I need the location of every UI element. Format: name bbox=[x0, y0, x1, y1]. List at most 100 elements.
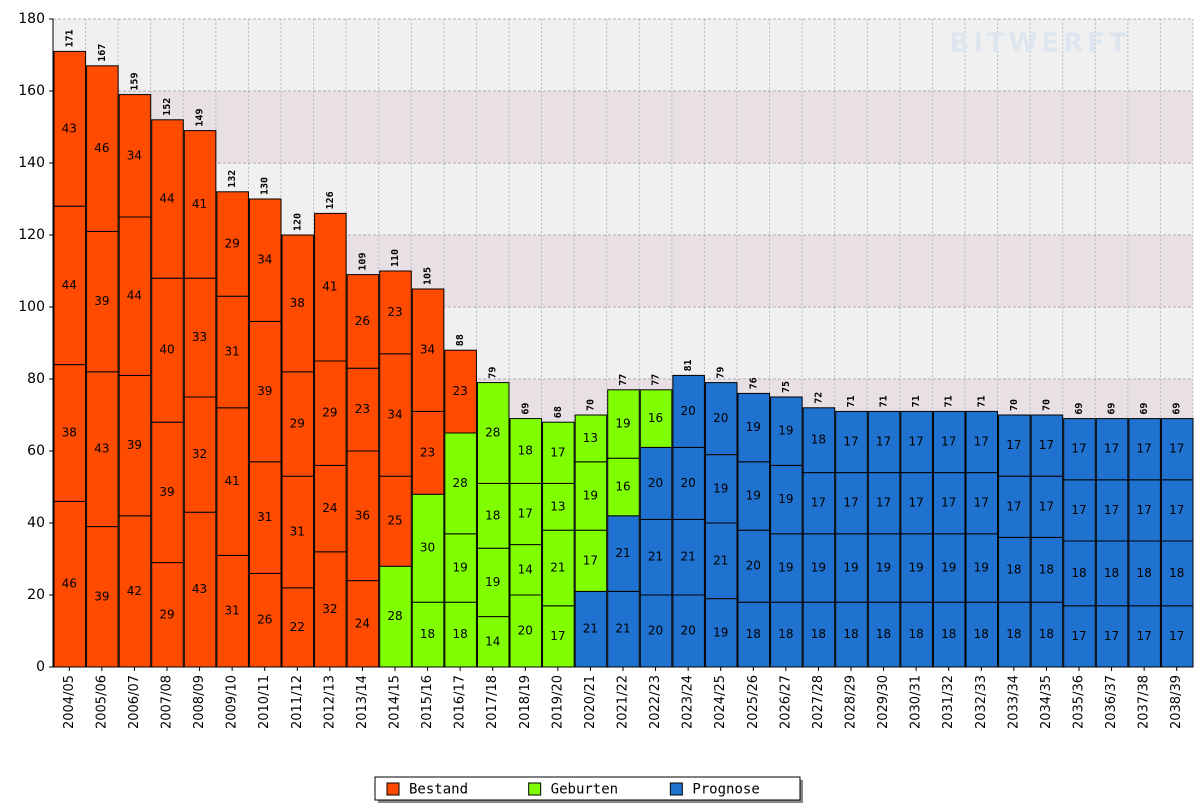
segment-label: 23 bbox=[387, 305, 402, 319]
segment-label: 21 bbox=[550, 561, 565, 575]
segment-label: 28 bbox=[453, 476, 468, 490]
legend-swatch bbox=[386, 782, 400, 796]
total-label: 81 bbox=[683, 359, 694, 371]
segment-label: 41 bbox=[225, 474, 240, 488]
segment-label: 20 bbox=[681, 624, 696, 638]
bar-segment bbox=[932, 472, 966, 535]
segment-label: 31 bbox=[257, 510, 272, 524]
segment-label: 23 bbox=[420, 445, 435, 459]
segment-label: 14 bbox=[485, 634, 500, 648]
x-tick-label: 2008/09 bbox=[192, 675, 207, 729]
segment-label: 39 bbox=[94, 294, 109, 308]
bar-segment bbox=[379, 565, 412, 668]
segment-label: 28 bbox=[485, 426, 500, 440]
segment-label: 19 bbox=[811, 561, 826, 575]
y-tick-label: 100 bbox=[18, 299, 45, 315]
total-label: 68 bbox=[553, 406, 564, 418]
segment-label: 18 bbox=[518, 444, 533, 458]
bar-segment bbox=[86, 65, 119, 232]
segment-label: 46 bbox=[94, 141, 109, 155]
bar-segment bbox=[1063, 479, 1096, 542]
segment-label: 17 bbox=[1071, 503, 1086, 517]
segment-label: 17 bbox=[1104, 442, 1119, 456]
bar-segment bbox=[444, 601, 477, 668]
segment-label: 17 bbox=[843, 435, 858, 449]
bar-segment bbox=[1063, 418, 1096, 481]
bar-segment bbox=[574, 529, 608, 592]
bar-segment bbox=[509, 482, 543, 546]
segment-label: 41 bbox=[192, 197, 207, 211]
bar-segment bbox=[248, 198, 282, 322]
bar-segment bbox=[639, 446, 673, 520]
total-label: 72 bbox=[813, 392, 824, 404]
segment-label: 23 bbox=[453, 384, 468, 398]
bar-segment bbox=[737, 392, 771, 463]
bar-segment bbox=[151, 421, 184, 564]
bar-segment bbox=[411, 410, 445, 495]
segment-label: 18 bbox=[1169, 566, 1184, 580]
segment-label: 18 bbox=[974, 627, 989, 641]
total-label: 152 bbox=[162, 98, 173, 116]
segment-label: 39 bbox=[159, 485, 174, 499]
total-label: 71 bbox=[879, 395, 890, 407]
x-tick-label: 2010/11 bbox=[257, 675, 272, 729]
bar-segment bbox=[346, 274, 380, 369]
bar-segment bbox=[379, 270, 412, 355]
bar-segment bbox=[672, 374, 705, 448]
segment-label: 17 bbox=[1039, 499, 1054, 513]
segment-label: 17 bbox=[876, 496, 891, 510]
bar-segment bbox=[476, 482, 510, 549]
segment-label: 24 bbox=[322, 501, 337, 515]
bar-segment bbox=[346, 580, 380, 668]
segment-label: 18 bbox=[420, 627, 435, 641]
bar-segment bbox=[248, 320, 282, 463]
segment-label: 31 bbox=[225, 604, 240, 618]
segment-label: 24 bbox=[355, 616, 370, 630]
segment-label: 43 bbox=[192, 582, 207, 596]
segment-label: 17 bbox=[1137, 503, 1152, 517]
segment-label: 17 bbox=[1104, 629, 1119, 643]
bar-segment bbox=[965, 472, 999, 535]
total-label: 69 bbox=[1172, 403, 1183, 415]
segment-label: 34 bbox=[387, 408, 402, 422]
segment-label: 19 bbox=[909, 561, 924, 575]
bar-segment bbox=[672, 518, 705, 596]
x-tick-label: 2025/26 bbox=[746, 675, 761, 729]
legend-label: Bestand bbox=[409, 782, 468, 798]
bar-segment bbox=[900, 533, 933, 603]
watermark: BITWERFT bbox=[949, 29, 1130, 59]
segment-label: 18 bbox=[843, 627, 858, 641]
segment-label: 19 bbox=[941, 561, 956, 575]
bar-segment bbox=[1160, 540, 1194, 607]
bar-segment bbox=[1160, 418, 1194, 481]
segment-label: 17 bbox=[1169, 503, 1184, 517]
x-tick-label: 2034/35 bbox=[1039, 675, 1054, 729]
segment-label: 17 bbox=[1169, 629, 1184, 643]
total-label: 71 bbox=[944, 395, 955, 407]
x-tick-label: 2005/06 bbox=[94, 675, 109, 729]
segment-label: 17 bbox=[1006, 499, 1021, 513]
segment-label: 40 bbox=[159, 343, 174, 357]
bar-segment bbox=[1128, 479, 1161, 542]
x-tick-label: 2032/33 bbox=[974, 675, 989, 729]
bar-segment bbox=[86, 371, 119, 528]
total-label: 105 bbox=[423, 267, 434, 285]
segment-label: 20 bbox=[713, 411, 728, 425]
y-tick-label: 160 bbox=[18, 83, 45, 99]
total-label: 71 bbox=[846, 395, 857, 407]
bar-segment bbox=[704, 454, 738, 524]
total-label: 77 bbox=[651, 374, 662, 386]
segment-label: 14 bbox=[518, 562, 533, 576]
bar-segment bbox=[965, 601, 999, 668]
segment-label: 18 bbox=[909, 627, 924, 641]
x-tick-label: 2018/19 bbox=[518, 675, 533, 729]
y-tick-label: 80 bbox=[27, 371, 45, 387]
bar-segment bbox=[151, 119, 184, 279]
segment-label: 17 bbox=[1039, 438, 1054, 452]
segment-label: 21 bbox=[615, 622, 630, 636]
bar-segment bbox=[379, 353, 412, 477]
segment-label: 42 bbox=[127, 584, 142, 598]
bar-segment bbox=[1160, 605, 1194, 668]
segment-label: 16 bbox=[648, 411, 663, 425]
bar-segment bbox=[1030, 536, 1064, 603]
